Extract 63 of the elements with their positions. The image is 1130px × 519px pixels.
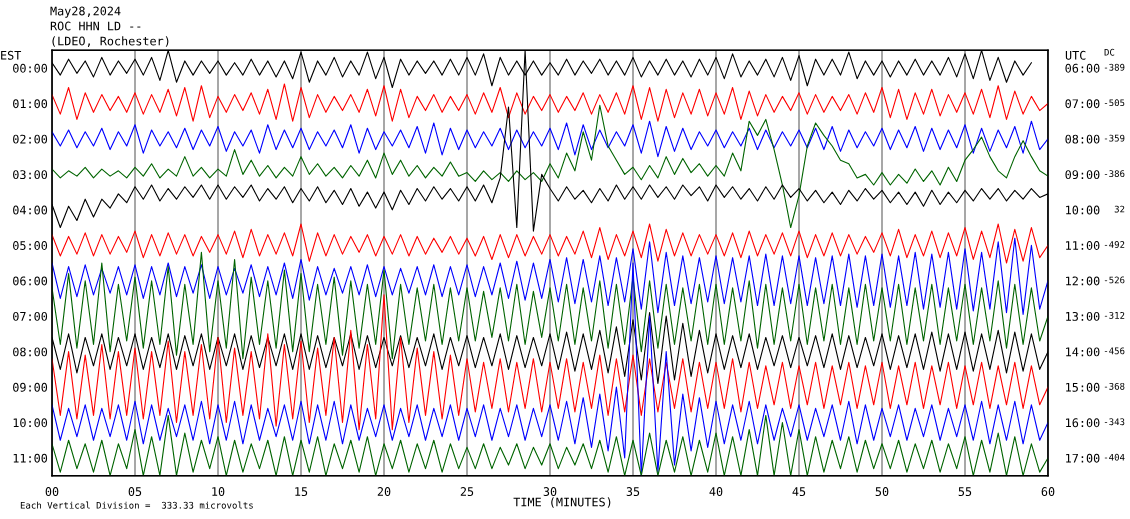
y-tick-label: 11:00 <box>13 453 48 463</box>
line-series <box>52 294 1048 431</box>
text: -505 <box>1104 99 1125 107</box>
text: -343 <box>1104 418 1125 426</box>
x-tick-label: 15 <box>295 487 308 497</box>
y2-tick-label: 09:00 <box>1065 170 1100 180</box>
chart-title: May28,2024 <box>50 6 121 18</box>
text: -526 <box>1104 276 1125 284</box>
y2-tick-label: 15:00 <box>1066 382 1100 392</box>
x-tick-label: 40 <box>709 487 723 497</box>
text: -312 <box>1104 311 1125 319</box>
chart-subtitle: ROC HHN LD -- <box>50 21 141 31</box>
x-tick-label: 45 <box>792 487 806 497</box>
x-tick-label: 10 <box>212 487 225 497</box>
text: 32 <box>1114 205 1125 213</box>
y-tick-label: 07:00 <box>13 311 48 321</box>
x-axis-title: TIME (MINUTES) <box>513 497 611 508</box>
y2-tick-label: 11:00 <box>1066 241 1100 250</box>
y-tick-label: 02:00 <box>13 134 48 144</box>
y2-tick-label: 07:00 <box>1065 99 1100 109</box>
text: DC <box>1104 48 1115 56</box>
y2-tick-label: 06:00 <box>1065 63 1100 73</box>
x-tick-label: 60 <box>1041 487 1055 497</box>
y2-tick-label: 08:00 <box>1065 134 1100 144</box>
y2-tick-label: 16:00 <box>1066 418 1100 428</box>
y-tick-label: 08:00 <box>13 347 48 357</box>
text: Each Vertical Division = 333.33 microvolts <box>20 501 253 509</box>
x-tick-label: 05 <box>128 487 142 497</box>
y-tick-label: 00:00 <box>13 63 48 73</box>
y-tick-label: 10:00 <box>13 418 48 428</box>
x-tick-label: 20 <box>377 487 391 497</box>
y2-tick-label: 14:00 <box>1066 347 1100 357</box>
x-tick-label: 35 <box>626 487 640 497</box>
y2-tick-label: 12:00 <box>1066 276 1100 286</box>
x-tick-label: 50 <box>875 487 889 497</box>
text: -492 <box>1104 241 1125 248</box>
text: -386 <box>1104 170 1125 178</box>
y-tick-label: 06:00 <box>13 276 48 286</box>
line-series <box>52 223 1048 264</box>
x-tick-label: 55 <box>958 487 972 497</box>
line-series <box>52 83 1048 122</box>
x-tick-label: 25 <box>460 487 474 497</box>
x-tick-label: 30 <box>543 487 557 497</box>
text: -389 <box>1104 63 1125 71</box>
y-tick-label: 01:00 <box>13 99 48 109</box>
y2-tick-label: 10:00 <box>1066 205 1100 215</box>
y2-axis-title: UTC <box>1065 50 1086 60</box>
text: -404 <box>1104 453 1125 461</box>
x-tick-label: 00 <box>45 487 59 497</box>
line-series <box>52 120 1048 158</box>
text: (LDEO, Rochester) <box>52 36 169 47</box>
text: -368 <box>1104 382 1125 390</box>
y-tick-label: 05:00 <box>13 241 48 250</box>
line-series <box>52 104 1048 229</box>
y2-tick-label: 13:00 <box>1066 311 1100 321</box>
y-axis-title: EST <box>1 50 22 60</box>
y-tick-label: 09:00 <box>13 382 48 392</box>
y2-tick-label: 17:00 <box>1066 453 1100 463</box>
text: -359 <box>1104 134 1125 142</box>
line-series <box>52 251 1048 360</box>
y-tick-label: 04:00 <box>13 205 48 215</box>
text: -456 <box>1104 347 1125 355</box>
y-tick-label: 03:00 <box>13 170 48 180</box>
